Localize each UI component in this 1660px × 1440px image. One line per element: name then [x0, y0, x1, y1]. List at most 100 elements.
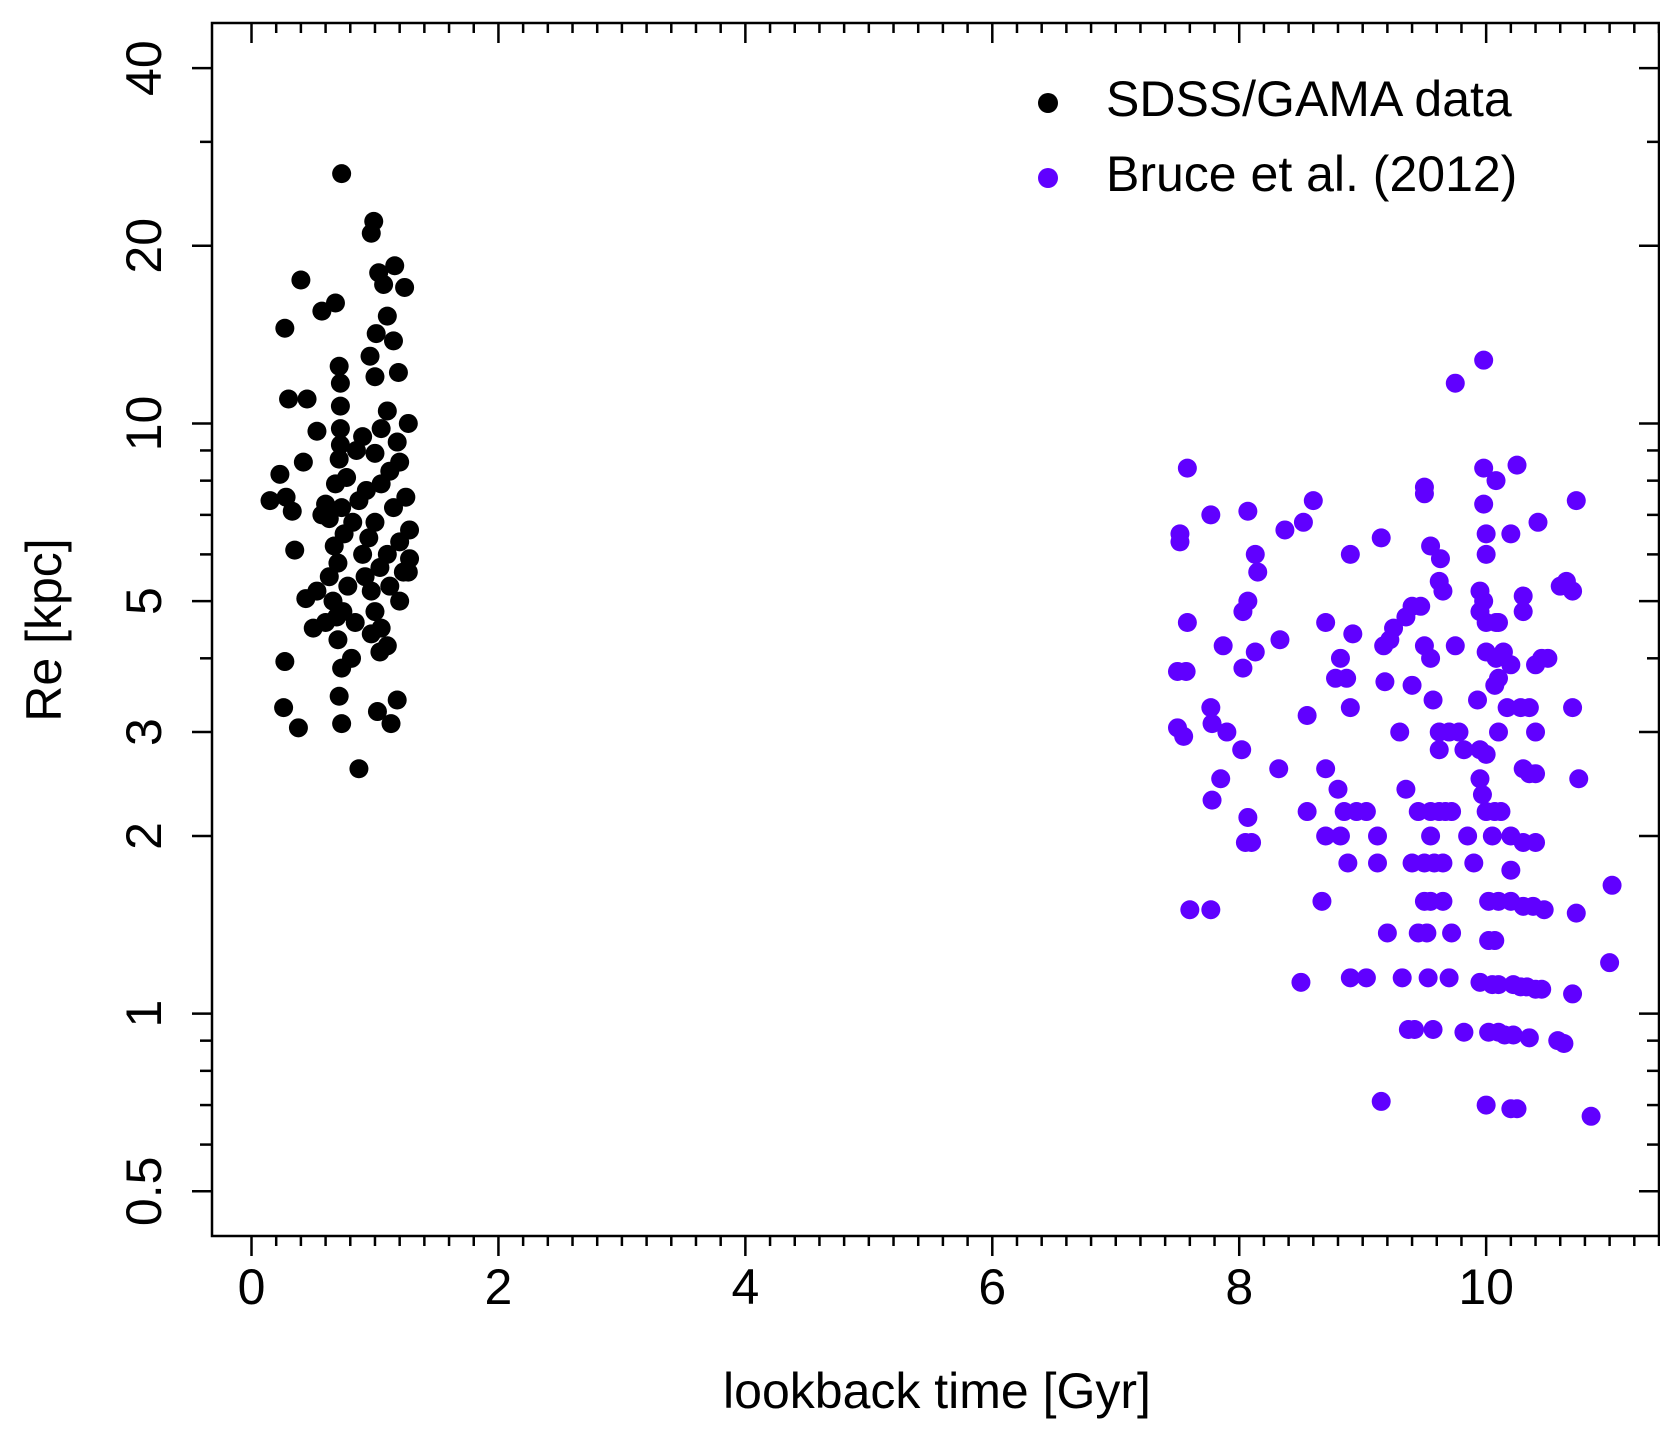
data-point	[1316, 759, 1336, 779]
y-tick-label: 1	[116, 1000, 172, 1028]
data-point	[396, 487, 416, 507]
data-point	[327, 607, 347, 627]
data-point	[365, 367, 385, 387]
data-point	[1330, 648, 1350, 668]
data-point	[1201, 900, 1221, 920]
data-point	[380, 576, 400, 596]
data-point	[1340, 968, 1360, 988]
data-point	[270, 464, 290, 484]
data-point	[1602, 875, 1622, 895]
data-point	[1526, 722, 1546, 742]
data-point	[288, 718, 308, 738]
data-point	[1566, 903, 1586, 923]
data-point	[374, 274, 394, 294]
data-point	[275, 318, 295, 338]
data-point	[1468, 690, 1488, 710]
data-point	[365, 602, 385, 622]
data-point	[387, 432, 407, 452]
data-point	[332, 498, 352, 518]
data-point	[274, 698, 294, 718]
data-point	[1497, 698, 1517, 718]
data-point	[291, 270, 311, 290]
data-point	[1454, 1022, 1474, 1042]
data-point	[285, 540, 305, 560]
data-point	[1232, 740, 1252, 760]
data-point	[1429, 740, 1449, 760]
data-point	[338, 576, 358, 596]
data-point	[1337, 668, 1357, 688]
data-point	[1513, 586, 1533, 606]
y-tick-label: 2	[116, 822, 172, 850]
data-point	[1442, 802, 1462, 822]
data-point	[1433, 891, 1453, 911]
data-point	[1245, 544, 1265, 564]
data-point	[1449, 722, 1469, 742]
data-point	[1534, 900, 1554, 920]
data-point	[319, 567, 339, 587]
data-point	[297, 389, 317, 409]
data-point	[1297, 706, 1317, 726]
data-point	[1177, 612, 1197, 632]
data-point	[1488, 975, 1508, 995]
data-point	[1470, 769, 1490, 789]
data-point	[1458, 826, 1478, 846]
data-point	[1474, 350, 1494, 370]
data-point	[330, 373, 350, 393]
data-point	[370, 642, 390, 662]
data-point	[1563, 984, 1583, 1004]
data-point	[1270, 630, 1290, 650]
data-point	[1433, 853, 1453, 873]
data-point	[1464, 853, 1484, 873]
data-point	[1486, 471, 1506, 491]
legend-label: SDSS/GAMA data	[1106, 71, 1512, 127]
data-point	[371, 474, 391, 494]
data-point	[1417, 923, 1437, 943]
data-point	[1201, 505, 1221, 525]
y-axis-title: Re [kpc]	[16, 538, 72, 721]
data-point	[1316, 826, 1336, 846]
x-tick-label: 8	[1225, 1259, 1253, 1315]
data-point	[385, 256, 405, 276]
data-point	[329, 686, 349, 706]
data-point	[1396, 779, 1416, 799]
data-point	[366, 324, 386, 344]
data-point	[1340, 544, 1360, 564]
data-point	[390, 532, 410, 552]
legend-marker	[1038, 93, 1058, 113]
data-point	[1411, 596, 1431, 616]
data-point	[1343, 624, 1363, 644]
data-point	[360, 346, 380, 366]
data-point	[282, 501, 302, 521]
data-point	[1569, 769, 1589, 789]
data-point	[361, 581, 381, 601]
data-point	[1472, 785, 1492, 805]
data-point	[1501, 524, 1521, 544]
data-point	[1566, 491, 1586, 511]
data-point	[332, 658, 352, 678]
data-point	[353, 544, 373, 564]
data-point	[370, 558, 390, 578]
data-point	[1488, 612, 1508, 632]
y-tick-label: 3	[116, 718, 172, 746]
data-point	[365, 443, 385, 463]
data-point	[1421, 648, 1441, 668]
data-point	[1563, 698, 1583, 718]
data-point	[1242, 832, 1262, 852]
data-point	[1507, 455, 1527, 475]
data-point	[1485, 675, 1505, 695]
data-point	[377, 306, 397, 326]
y-tick-label: 10	[116, 396, 172, 452]
data-point	[1338, 853, 1358, 873]
data-point	[1442, 923, 1462, 943]
data-point	[1519, 1028, 1539, 1048]
data-point	[328, 630, 348, 650]
data-point	[1445, 636, 1465, 656]
data-point	[332, 164, 352, 184]
x-tick-label: 4	[731, 1259, 759, 1315]
y-tick-label: 0.5	[116, 1157, 172, 1227]
data-point	[330, 396, 350, 416]
data-point	[1488, 722, 1508, 742]
data-point	[1476, 744, 1496, 764]
data-point	[260, 491, 280, 511]
